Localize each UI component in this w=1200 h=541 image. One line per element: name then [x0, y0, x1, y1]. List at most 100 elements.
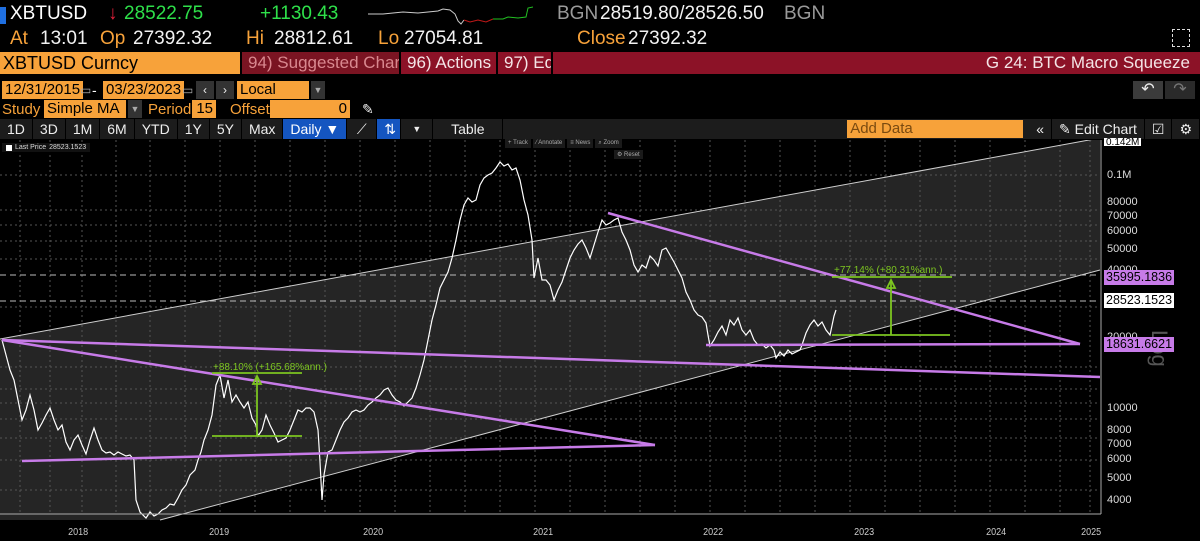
reset-label: Reset: [624, 152, 640, 158]
high-label: Hi: [246, 28, 264, 49]
menu-bar: XBTUSD Curncy 94) Suggested Charts 96) A…: [0, 51, 1200, 75]
ticker-symbol: XBTUSD: [10, 3, 88, 24]
ticker-row: XBTUSD ↓ 28522.75 +1130.43 BGN 28519.80/…: [0, 2, 1200, 26]
annotate-icon[interactable]: ☑: [1144, 119, 1173, 139]
low-label: Lo: [378, 28, 400, 49]
x-label: 2025: [1081, 527, 1102, 538]
chart-tools: + Track ⁄ Annotate ≡ News ⌕ Zoom: [505, 139, 622, 148]
edit-menu[interactable]: 97) Edit ▼: [496, 52, 576, 74]
measure-annotation-1: +88.10% (+165.68%ann.): [213, 362, 327, 373]
period-ytd[interactable]: YTD: [134, 119, 178, 139]
popout-icon[interactable]: [1172, 29, 1190, 47]
open-label: Op: [100, 28, 126, 49]
undo-icon[interactable]: ↶: [1133, 80, 1163, 99]
ohlc-row: At 13:01 Op 27392.32 Hi 28812.61 Lo 2705…: [0, 27, 1200, 51]
measure-annotation-2: +77.14% (+80.31%ann.): [834, 265, 943, 276]
track-label: Track: [513, 140, 528, 146]
y-label: 5000: [1107, 472, 1132, 484]
x-label: 2024: [986, 527, 1007, 538]
time-value: 13:01: [40, 28, 88, 49]
collapse-icon[interactable]: «: [1029, 119, 1052, 139]
news-label: News: [575, 140, 591, 146]
down-arrow-icon: ↓: [108, 3, 118, 24]
bid-source: BGN: [557, 3, 599, 24]
legend-swatch: [6, 144, 12, 151]
dropdown-icon[interactable]: ▼: [311, 80, 325, 99]
edit-chart-label: Edit Chart: [1074, 121, 1137, 137]
x-label: 2023: [854, 527, 875, 538]
legend-label: Last Price: [15, 144, 47, 151]
reset-button[interactable]: ⚙ Reset: [614, 150, 643, 159]
y-label: 50000: [1107, 243, 1138, 255]
y-label: 80000: [1107, 196, 1138, 208]
pencil-icon[interactable]: ✎: [362, 100, 374, 117]
cursor-indicator: [0, 7, 6, 24]
close-value: 27392.32: [628, 28, 708, 49]
actions-menu[interactable]: 96) Actions ▼: [399, 52, 505, 74]
chart-type-dropdown-icon[interactable]: ▼: [401, 119, 434, 139]
actions-label: 96) Actions: [407, 53, 492, 72]
news-button[interactable]: ≡ News: [567, 139, 594, 148]
period-1y[interactable]: 1Y: [177, 119, 210, 139]
period-3d[interactable]: 3D: [32, 119, 66, 139]
annotate-label: Annotate: [538, 140, 563, 146]
calendar-icon[interactable]: ▭: [80, 82, 92, 97]
study-select[interactable]: Simple MA: [44, 100, 126, 118]
price-chart[interactable]: [0, 140, 1200, 541]
next-period-button[interactable]: ›: [216, 80, 234, 99]
y-label: 60000: [1107, 225, 1138, 237]
date-range-row: 12/31/2015 ▭ - 03/23/2023 ▭ ‹ › Local CC…: [0, 80, 1200, 116]
period-input[interactable]: 15: [192, 100, 216, 118]
y-label: 7000: [1107, 438, 1132, 450]
security-field[interactable]: XBTUSD Curncy: [0, 52, 240, 74]
offset-input[interactable]: 0: [270, 100, 350, 118]
track-button[interactable]: + Track: [505, 139, 531, 148]
x-label: 2018: [68, 527, 89, 538]
start-date-input[interactable]: 12/31/2015: [2, 80, 84, 99]
bid-ask: 28519.80/28526.50: [600, 3, 764, 24]
x-label: 2020: [363, 527, 384, 538]
last-price: 28522.75: [124, 3, 204, 24]
redo-icon[interactable]: ↷: [1165, 80, 1195, 99]
high-value: 28812.61: [274, 28, 354, 49]
period-1m[interactable]: 1M: [65, 119, 101, 139]
y-label: 4000: [1107, 494, 1132, 506]
period-label: Period: [148, 100, 192, 118]
y-label: 70000: [1107, 210, 1138, 222]
prev-period-button[interactable]: ‹: [196, 80, 214, 99]
edit-chart-button[interactable]: ✎ Edit Chart: [1052, 119, 1145, 139]
y-label: 6000: [1107, 453, 1132, 465]
dropdown-icon[interactable]: ▼: [128, 100, 142, 118]
study-label: Study: [2, 100, 41, 118]
currency-select[interactable]: Local CCY: [237, 80, 309, 116]
zoom-button[interactable]: ⌕ Zoom: [595, 139, 622, 148]
y-top-label: 0.142M: [1104, 138, 1142, 146]
pencil-icon: ✎: [1059, 121, 1071, 137]
table-button[interactable]: Table: [433, 119, 504, 139]
bar-chart-icon[interactable]: ⇅: [377, 119, 402, 139]
range-separator: -: [92, 81, 97, 98]
chart-legend[interactable]: Last Price 28523.1523: [2, 143, 91, 152]
frequency-select[interactable]: Daily ▼: [283, 119, 348, 139]
calendar-icon[interactable]: ▭: [182, 82, 194, 97]
line-chart-icon[interactable]: ⟋: [347, 119, 378, 139]
period-5y[interactable]: 5Y: [209, 119, 242, 139]
y-label: 0.1M: [1107, 169, 1132, 181]
y-label: 10000: [1107, 402, 1138, 414]
x-label: 2019: [209, 527, 230, 538]
low-value: 27054.81: [404, 28, 484, 49]
add-data-input[interactable]: Add Data: [847, 120, 1024, 138]
gear-icon[interactable]: ⚙: [1172, 119, 1200, 139]
period-6m[interactable]: 6M: [100, 119, 135, 139]
suggested-charts-button[interactable]: 94) Suggested Charts: [240, 52, 413, 74]
zoom-label: Zoom: [603, 140, 619, 146]
period-max[interactable]: Max: [241, 119, 284, 139]
annotate-button[interactable]: ⁄ Annotate: [532, 139, 566, 148]
timeframe-bar: 1D 3D 1M 6M YTD 1Y 5Y Max Daily ▼ ⟋ ⇅ ▼ …: [0, 119, 1200, 139]
open-value: 27392.32: [133, 28, 213, 49]
ask-source: BGN: [784, 3, 826, 24]
study-row: Study Simple MA ▼ Period 15 Offset 0 ✎: [0, 100, 1200, 118]
target-price-tag: 35995.1836: [1104, 270, 1175, 285]
period-1d[interactable]: 1D: [0, 119, 33, 139]
end-date-input[interactable]: 03/23/2023: [103, 80, 185, 99]
